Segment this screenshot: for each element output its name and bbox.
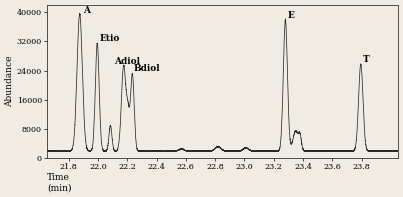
Y-axis label: Abundance: Abundance: [5, 56, 14, 107]
Text: Bdiol: Bdiol: [134, 64, 160, 73]
Text: Etio: Etio: [100, 34, 120, 43]
Text: T: T: [363, 55, 370, 64]
Text: E: E: [288, 11, 295, 20]
Text: Adiol: Adiol: [114, 57, 140, 66]
Text: A: A: [83, 6, 89, 15]
X-axis label: Time
(min): Time (min): [47, 173, 71, 192]
